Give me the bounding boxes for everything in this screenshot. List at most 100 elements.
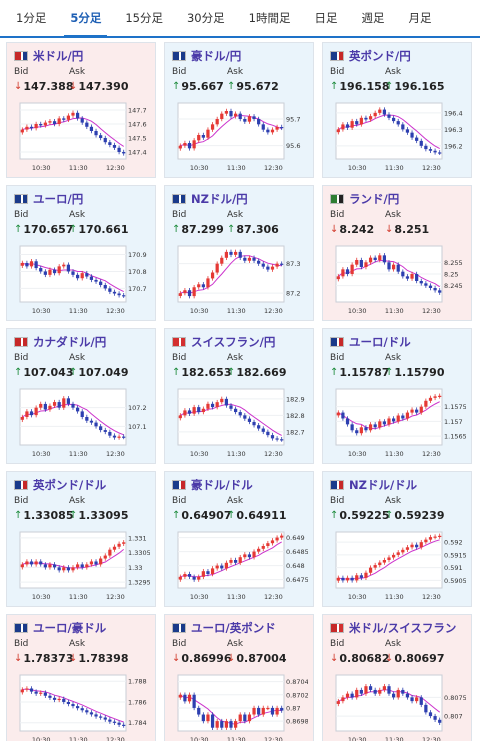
candle bbox=[368, 116, 373, 120]
price-chart[interactable]: 1.331 1.3305 1.33 1.3295 10:30 11:30 12:30 bbox=[14, 528, 150, 602]
arrow-down-icon: ↓ bbox=[172, 653, 181, 664]
tab-2[interactable]: 15分足 bbox=[125, 11, 163, 25]
bid-label: Bid bbox=[172, 496, 187, 506]
pair-name[interactable]: スイスフラン/円 bbox=[191, 335, 276, 349]
x-tick-label: 12:30 bbox=[422, 450, 441, 458]
candle bbox=[75, 407, 80, 412]
rate-card[interactable]: カナダドル/円 Bid Ask ↑ 107.043 ↑ 107.049 107.2 107.1 1… bbox=[6, 328, 156, 464]
price-chart[interactable]: 147.7 147.6 147.5 147.4 10:30 11:30 12:30 bbox=[14, 99, 150, 173]
ask-price: 0.64911 bbox=[236, 509, 287, 522]
pair-name[interactable]: ユーロ/円 bbox=[33, 192, 84, 206]
chart-svg: 107.2 107.1 10:30 11:30 12:30 bbox=[19, 388, 147, 458]
price-chart[interactable]: 0.649 0.6485 0.648 0.6475 10:30 11:30 12:30 bbox=[172, 528, 308, 602]
arrow-up-icon: ↑ bbox=[172, 81, 181, 92]
candle bbox=[66, 398, 71, 404]
chart-svg: 8.255 8.25 8.245 10:30 11:30 12:30 bbox=[335, 245, 463, 315]
rate-card[interactable]: 米ドル/円 Bid Ask ↓ 147.388 ↓ 147.390 147.7 147.6 147… bbox=[6, 42, 156, 178]
price-chart[interactable]: 95.7 95.6 10:30 11:30 12:30 bbox=[172, 99, 308, 173]
rate-card[interactable]: ユーロ/豪ドル Bid Ask ↓ 1.78373 ↓ 1.78398 1.788 1.786 1… bbox=[6, 614, 156, 741]
arrow-up-icon: ↑ bbox=[172, 510, 181, 521]
ask-price: 95.672 bbox=[236, 80, 279, 93]
price-chart[interactable]: 107.2 107.1 10:30 11:30 12:30 bbox=[14, 385, 150, 459]
rate-card[interactable]: スイスフラン/円 Bid Ask ↑ 182.653 ↑ 182.669 182.9 182.8… bbox=[164, 328, 314, 464]
price-chart[interactable]: 196.4 196.3 196.2 10:30 11:30 12:30 bbox=[330, 99, 466, 173]
pair-name[interactable]: 豪ドル/ドル bbox=[191, 478, 253, 492]
candle bbox=[108, 288, 112, 292]
rate-card[interactable]: 英ポンド/円 Bid Ask ↑ 196.158 ↑ 196.165 196.4 196.3 19… bbox=[322, 42, 472, 178]
price-chart[interactable]: 0.8075 0.807 10:30 11:30 12:30 bbox=[330, 671, 466, 741]
candle bbox=[99, 135, 103, 138]
candle bbox=[364, 117, 368, 120]
candle bbox=[192, 287, 196, 297]
rate-card[interactable]: 英ポンド/ドル Bid Ask ↑ 1.33085 ↑ 1.33095 1.331 1.3305… bbox=[6, 471, 156, 607]
candle bbox=[80, 564, 84, 568]
candle bbox=[117, 543, 121, 547]
candle bbox=[345, 124, 350, 128]
candle bbox=[257, 707, 261, 715]
rate-card[interactable]: ユーロ/英ポンド Bid Ask ↓ 0.86996 ↓ 0.87004 0.8704 0.87… bbox=[164, 614, 314, 741]
tab-0[interactable]: 1分足 bbox=[16, 11, 47, 25]
tab-5[interactable]: 日足 bbox=[314, 11, 338, 25]
price-chart[interactable]: 0.592 0.5915 0.591 0.5905 10:30 11:30 12:30 bbox=[330, 528, 466, 602]
price-chart[interactable]: 8.255 8.25 8.245 10:30 11:30 12:30 bbox=[330, 242, 466, 316]
rate-card[interactable]: NZドル/円 Bid Ask ↑ 87.299 ↑ 87.306 87.3 87.2 10:30 1… bbox=[164, 185, 314, 321]
rate-card[interactable]: ユーロ/ドル Bid Ask ↑ 1.15787 ↑ 1.15790 1.1575 1.157 1… bbox=[322, 328, 472, 464]
candle bbox=[401, 124, 405, 130]
price-chart[interactable]: 1.788 1.786 1.784 10:30 11:30 12:30 bbox=[14, 671, 150, 741]
y-tick-label: 1.3305 bbox=[128, 549, 150, 557]
pair-name[interactable]: カナダドル/円 bbox=[33, 335, 107, 349]
bid-ask-labels: Bid Ask bbox=[330, 210, 464, 222]
arrow-down-icon: ↓ bbox=[227, 653, 236, 664]
candle bbox=[89, 712, 94, 715]
pair-name[interactable]: 米ドル/スイスフラン bbox=[349, 621, 457, 635]
rate-card[interactable]: ユーロ/円 Bid Ask ↑ 170.657 ↑ 170.661 170.9 170.8 170… bbox=[6, 185, 156, 321]
pair-name[interactable]: 米ドル/円 bbox=[33, 49, 84, 63]
candle bbox=[266, 707, 270, 710]
x-tick-label: 12:30 bbox=[264, 307, 283, 315]
pair-name[interactable]: NZドル/ドル bbox=[349, 478, 418, 492]
tab-7[interactable]: 月足 bbox=[408, 11, 432, 25]
candle bbox=[75, 274, 80, 279]
candle bbox=[238, 557, 242, 563]
candle bbox=[401, 271, 405, 277]
flag-icon bbox=[14, 623, 28, 633]
candle bbox=[378, 689, 382, 694]
y-tick-label: 0.5915 bbox=[444, 551, 466, 559]
candle bbox=[39, 692, 43, 694]
tab-3[interactable]: 30分足 bbox=[186, 11, 225, 25]
candle bbox=[108, 431, 112, 436]
candle bbox=[48, 695, 52, 698]
pair-name[interactable]: ユーロ/ドル bbox=[349, 335, 411, 349]
candle bbox=[261, 707, 265, 715]
bid-price: 0.80682 bbox=[339, 652, 390, 665]
price-chart[interactable]: 170.9 170.8 170.7 10:30 11:30 12:30 bbox=[14, 242, 150, 316]
tab-6[interactable]: 週足 bbox=[361, 11, 385, 25]
rate-card[interactable]: 米ドル/スイスフラン Bid Ask ↓ 0.80682 ↓ 0.80697 0.8075 0.… bbox=[322, 614, 472, 741]
pair-name[interactable]: 英ポンド/円 bbox=[349, 49, 411, 63]
price-chart[interactable]: 0.8704 0.8702 0.87 0.8698 10:30 11:30 12:30 bbox=[172, 671, 308, 741]
pair-name[interactable]: NZドル/円 bbox=[191, 192, 248, 206]
rate-card[interactable]: NZドル/ドル Bid Ask ↑ 0.59225 ↑ 0.59239 0.592 0.5915… bbox=[322, 471, 472, 607]
pair-name[interactable]: ランド/円 bbox=[349, 192, 400, 206]
pair-name[interactable]: 英ポンド/ドル bbox=[33, 478, 107, 492]
rate-card[interactable]: 豪ドル/ドル Bid Ask ↑ 0.64907 ↑ 0.64911 0.649 0.6485 0… bbox=[164, 471, 314, 607]
candle bbox=[122, 436, 126, 438]
price-chart[interactable]: 1.1575 1.157 1.1565 10:30 11:30 12:30 bbox=[330, 385, 466, 459]
price-chart[interactable]: 87.3 87.2 10:30 11:30 12:30 bbox=[172, 242, 308, 316]
x-tick-label: 12:30 bbox=[422, 164, 441, 172]
tab-1[interactable]: 5分足 bbox=[58, 0, 113, 38]
price-row: ↑ 1.15787 ↑ 1.15790 bbox=[330, 365, 464, 380]
candle bbox=[275, 438, 279, 440]
bid-label: Bid bbox=[330, 67, 345, 77]
candle bbox=[368, 257, 373, 263]
pair-name[interactable]: ユーロ/豪ドル bbox=[33, 621, 107, 635]
tab-4[interactable]: 1時間足 bbox=[248, 11, 291, 25]
price-chart[interactable]: 182.9 182.8 182.7 10:30 11:30 12:30 bbox=[172, 385, 308, 459]
rate-card[interactable]: 豪ドル/円 Bid Ask ↑ 95.667 ↑ 95.672 95.7 95.6 10:30 11… bbox=[164, 42, 314, 178]
flag-icon bbox=[172, 51, 186, 61]
candle bbox=[229, 251, 233, 255]
candle bbox=[85, 417, 89, 421]
pair-name[interactable]: ユーロ/英ポンド bbox=[191, 621, 276, 635]
rate-card[interactable]: ランド/円 Bid Ask ↓ 8.242 ↓ 8.251 8.255 8.25 8.245 10:… bbox=[322, 185, 472, 321]
pair-name[interactable]: 豪ドル/円 bbox=[191, 49, 242, 63]
